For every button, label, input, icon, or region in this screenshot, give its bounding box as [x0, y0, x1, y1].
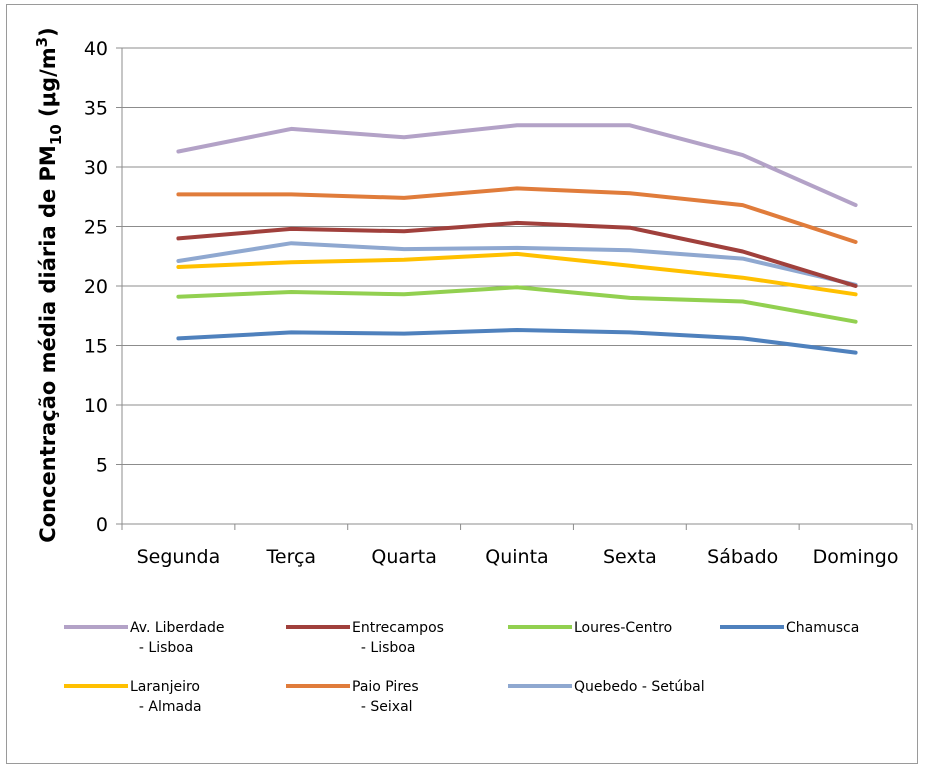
x-tick-label: Terça	[266, 546, 317, 568]
series-line	[176, 285, 858, 324]
series-lines	[176, 123, 858, 355]
y-tick-label: 25	[84, 217, 108, 239]
gridlines	[116, 47, 912, 525]
legend-label-line: Entrecampos	[352, 620, 444, 636]
x-tick-label: Segunda	[137, 546, 221, 568]
x-tick-label: Sexta	[603, 546, 657, 568]
y-tick-label: 40	[84, 38, 108, 60]
legend-label: Laranjeiro - Almada	[130, 679, 202, 715]
x-tick-label: Quarta	[371, 546, 437, 568]
legend-label-line: - Seixal	[352, 699, 413, 715]
legend-label: Entrecampos - Lisboa	[352, 620, 444, 656]
legend-label: Loures-Centro	[574, 620, 672, 636]
legend-label: Chamusca	[786, 620, 859, 636]
y-tick-label: 30	[84, 157, 108, 179]
legend-label-line: Chamusca	[786, 620, 859, 636]
y-tick-label: 5	[96, 455, 108, 477]
series-line	[176, 241, 858, 287]
axes	[121, 48, 913, 530]
y-tick-label: 10	[84, 395, 108, 417]
x-tick-label: Sábado	[707, 546, 778, 568]
legend-label: Av. Liberdade - Lisboa	[130, 620, 225, 656]
y-axis-label-subscript: 10	[47, 124, 65, 145]
y-axis-label-unit-close: )	[36, 27, 60, 37]
series-line	[176, 186, 858, 244]
y-tick-label: 35	[84, 98, 108, 120]
x-tick-labels: Segunda Terça Quarta Quinta Sexta Sábado Domin…	[137, 546, 899, 568]
legend-label-line: Quebedo - Setúbal	[574, 679, 705, 695]
series-line	[176, 328, 858, 355]
y-tick-labels: 0 5 10 15 20 25 30 35 40	[84, 38, 108, 536]
legend-label-line: - Almada	[130, 699, 202, 715]
y-axis-label-superscript: 3	[33, 37, 51, 47]
y-tick-label: 15	[84, 336, 108, 358]
x-tick-label: Domingo	[813, 546, 899, 568]
legend-label-line: Loures-Centro	[574, 620, 672, 636]
series-line	[176, 251, 858, 297]
legend-label-line: Av. Liberdade	[130, 620, 225, 636]
y-tick-label: 20	[84, 276, 108, 298]
legend-label-line: - Lisboa	[130, 640, 193, 656]
legend-label-line: - Lisboa	[352, 640, 415, 656]
legend-label-line: Laranjeiro	[130, 679, 200, 695]
legend-label: Paio Pires - Seixal	[352, 679, 419, 715]
series-line	[176, 123, 858, 208]
legend-label: Quebedo - Setúbal	[574, 679, 705, 695]
y-axis-label: Concentração média diária de PM10 (μg/m3…	[33, 27, 65, 542]
y-tick-label: 0	[96, 514, 108, 536]
legend-label-line: Paio Pires	[352, 679, 419, 695]
x-tick-label: Quinta	[485, 546, 548, 568]
series-line	[176, 220, 858, 288]
y-axis-label-unit: (μg/m	[36, 47, 60, 124]
